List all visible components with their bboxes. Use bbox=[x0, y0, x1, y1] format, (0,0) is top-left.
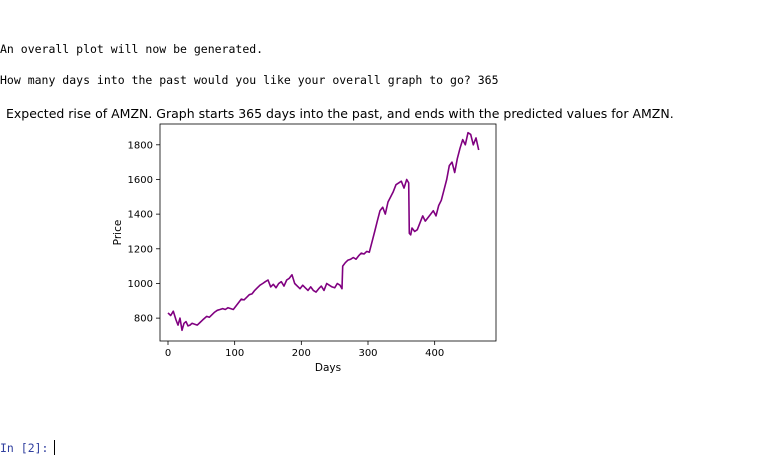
x-axis: 0 100 200 300 400 bbox=[165, 341, 444, 359]
x-tick-label: 300 bbox=[358, 348, 377, 359]
x-tick-label: 100 bbox=[225, 348, 244, 359]
chart-title: Expected rise of AMZN. Graph starts 365 … bbox=[6, 106, 674, 121]
y-tick-label: 1000 bbox=[128, 279, 153, 290]
y-tick-label: 1800 bbox=[128, 140, 153, 151]
input-prompt-label: In [2]: bbox=[0, 441, 49, 455]
y-tick-label: 1600 bbox=[128, 175, 153, 186]
plot-frame bbox=[159, 123, 497, 342]
y-axis-label: Price bbox=[112, 220, 124, 246]
x-tick-label: 0 bbox=[165, 348, 171, 359]
text-cursor[interactable] bbox=[54, 440, 55, 455]
y-tick-label: 1400 bbox=[128, 210, 153, 221]
price-line-chart: 0 100 200 300 400 800 1000 1200 1400 1600 1800 Da… bbox=[112, 123, 497, 374]
x-axis-label: Days bbox=[315, 362, 341, 374]
x-tick-label: 200 bbox=[292, 348, 311, 359]
output-line-days-prompt: How many days into the past would you li… bbox=[0, 73, 499, 87]
y-tick-label: 1200 bbox=[128, 244, 153, 255]
y-tick-label: 800 bbox=[134, 314, 153, 325]
y-axis: 800 1000 1200 1400 1600 1800 bbox=[128, 140, 160, 325]
amzn-price-line bbox=[167, 131, 480, 332]
output-line-generating: An overall plot will now be generated. bbox=[0, 42, 264, 56]
x-tick-label: 400 bbox=[425, 348, 444, 359]
